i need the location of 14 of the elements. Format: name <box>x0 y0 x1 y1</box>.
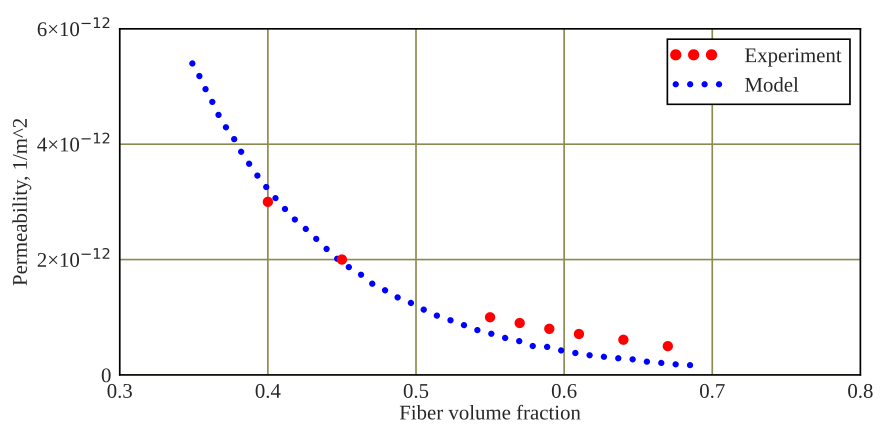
x-tick-label: 0.6 <box>552 384 577 398</box>
legend-label: Experiment <box>745 48 842 67</box>
x-tick-label: 0.3 <box>108 384 132 398</box>
y-tick-label: 2×10$^{−12}$ <box>38 248 110 267</box>
y-tick-label: 0 <box>102 368 111 382</box>
x-tick-label: 0.5 <box>404 384 428 398</box>
x-tick-label: 0.8 <box>848 384 873 398</box>
legend-label: Model <box>745 77 798 92</box>
y-tick-label: 4×10$^{−12}$ <box>37 132 110 152</box>
x-tick-label: 0.7 <box>700 384 725 398</box>
x-axis-title: Fiber volume fraction <box>400 404 581 420</box>
y-tick-label: 6×10$^{−12}$ <box>38 17 110 36</box>
x-tick-label: 0.4 <box>256 384 281 398</box>
y-axis-title: Permeability, 1/m^2 <box>12 118 32 286</box>
